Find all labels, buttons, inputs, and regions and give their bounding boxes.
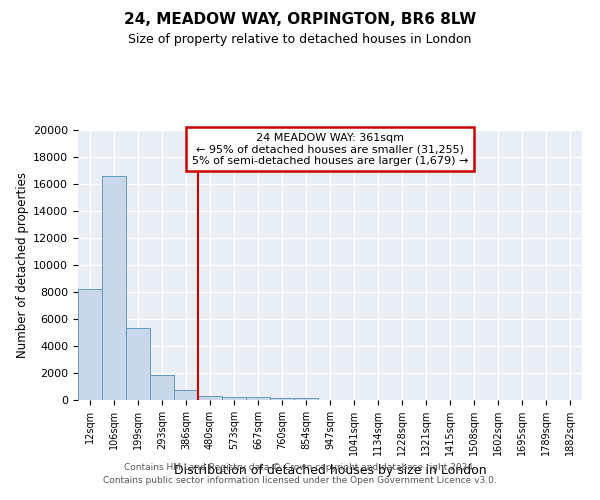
Text: Size of property relative to detached houses in London: Size of property relative to detached ho… (128, 32, 472, 46)
Bar (198, 396, 222, 400)
Bar (102, 176, 126, 400)
Bar (270, 398, 294, 400)
Text: 24 MEADOW WAY: 361sqm
← 95% of detached houses are smaller (31,255)
5% of semi-d: 24 MEADOW WAY: 361sqm ← 95% of detached … (192, 132, 468, 166)
X-axis label: Distribution of detached houses by size in London: Distribution of detached houses by size … (173, 464, 487, 476)
Text: Contains public sector information licensed under the Open Government Licence v3: Contains public sector information licen… (103, 476, 497, 485)
Text: Contains HM Land Registry data © Crown copyright and database right 2024.: Contains HM Land Registry data © Crown c… (124, 464, 476, 472)
Bar (174, 390, 198, 400)
Bar (150, 375, 174, 400)
Bar (294, 398, 318, 400)
Y-axis label: Number of detached properties: Number of detached properties (16, 172, 29, 358)
Bar (246, 398, 270, 400)
Bar (222, 397, 246, 400)
Text: 24, MEADOW WAY, ORPINGTON, BR6 8LW: 24, MEADOW WAY, ORPINGTON, BR6 8LW (124, 12, 476, 28)
Bar (78, 290, 102, 400)
Bar (126, 328, 150, 400)
